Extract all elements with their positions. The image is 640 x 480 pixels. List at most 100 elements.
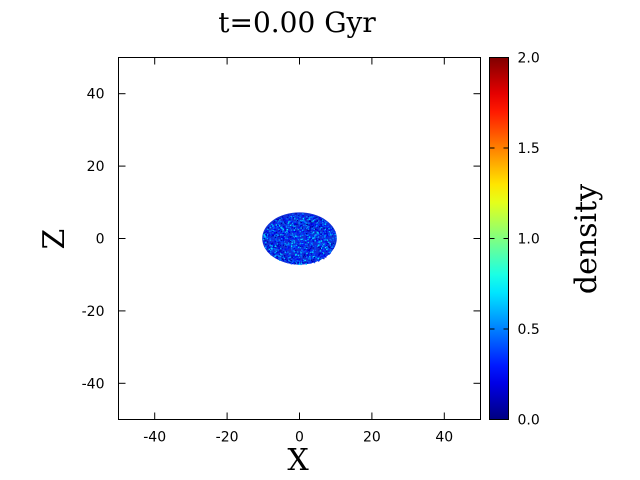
particle-point <box>273 227 275 230</box>
particle-point <box>302 250 304 252</box>
particle-point <box>309 258 311 261</box>
particle-point <box>283 244 285 246</box>
particle-point <box>280 221 282 223</box>
particle-point <box>292 222 294 225</box>
particle-point <box>323 224 325 226</box>
particle-point <box>324 244 326 246</box>
particle-point <box>291 221 293 223</box>
particle-point <box>268 237 270 239</box>
particle-point <box>313 237 315 239</box>
particle-point <box>286 248 289 250</box>
particle-point <box>290 243 292 245</box>
particle-point <box>276 253 279 255</box>
particle-point <box>312 231 314 234</box>
colorbar-ticks: 0.0 0.5 1.0 1.5 2.0 <box>489 51 540 429</box>
particle-point <box>293 229 296 231</box>
particle-point <box>291 255 293 257</box>
particle-point <box>275 235 278 237</box>
particle-point <box>280 231 282 233</box>
particle-point <box>300 252 302 254</box>
particle-point <box>309 227 311 229</box>
particle-point <box>284 243 286 245</box>
particle-point <box>278 254 280 256</box>
particle-point <box>311 251 314 253</box>
particle-point <box>329 232 331 234</box>
particle-point <box>280 236 283 238</box>
particle-point <box>291 256 293 258</box>
particle-point <box>309 233 311 235</box>
particle-point <box>267 228 269 230</box>
particle-point <box>316 220 319 222</box>
particle-point <box>263 238 265 241</box>
particle-point <box>288 243 290 245</box>
particle-point <box>277 226 279 229</box>
particle-point <box>273 222 275 225</box>
particle-point <box>331 228 333 230</box>
particle-point <box>282 228 284 231</box>
particle-point <box>302 224 305 226</box>
particle-point <box>268 238 270 240</box>
particle-point <box>310 221 312 223</box>
particle-point <box>301 240 303 242</box>
particle-point <box>285 257 287 259</box>
particle-point <box>273 245 275 247</box>
particle-point <box>305 224 308 226</box>
particle-point <box>315 217 317 219</box>
particle-point <box>317 236 320 238</box>
particle-point <box>295 233 297 235</box>
particle-point <box>319 227 322 229</box>
particle-point <box>327 247 329 249</box>
particle-point <box>281 220 283 223</box>
particle-point <box>297 228 299 230</box>
particle-point <box>296 215 298 218</box>
particle-point <box>298 263 300 265</box>
particle-point <box>301 232 303 234</box>
particle-point <box>288 259 290 261</box>
particle-point <box>290 240 292 243</box>
particle-point <box>300 221 302 223</box>
particle-point <box>294 251 296 253</box>
particle-point <box>322 250 324 252</box>
particle-point <box>263 235 265 237</box>
particle-point <box>298 230 301 232</box>
particle-point <box>315 221 317 223</box>
particle-point <box>308 250 311 253</box>
particle-point <box>324 249 327 251</box>
particle-point <box>276 224 278 226</box>
particle-point <box>301 248 303 251</box>
particle-point <box>303 253 305 256</box>
particle-point <box>293 240 295 242</box>
particle-point <box>265 247 268 249</box>
particle-point <box>285 233 287 235</box>
particle-point <box>323 250 325 252</box>
particle-point <box>283 257 286 260</box>
particle-point <box>303 224 305 226</box>
particle-point <box>266 245 268 247</box>
particle-point <box>303 239 306 241</box>
particle-point <box>313 258 315 261</box>
particle-point <box>280 237 283 240</box>
particle-point <box>329 244 332 246</box>
particle-point <box>325 241 327 244</box>
particle-point <box>330 234 332 236</box>
particle-point <box>325 246 328 248</box>
particle-point <box>275 237 277 240</box>
particle-point <box>276 240 278 242</box>
particle-point <box>312 219 314 222</box>
particle-point <box>304 225 306 227</box>
particle-point <box>289 227 291 229</box>
particle-point <box>333 231 335 234</box>
particle-point <box>318 253 321 256</box>
particle-point <box>316 222 318 224</box>
particle-point <box>278 223 280 226</box>
particle-point <box>305 243 307 246</box>
particle-point <box>300 254 302 256</box>
particle-point <box>319 247 321 250</box>
particle-point <box>284 255 286 257</box>
particle-point <box>320 246 322 248</box>
particle-point <box>319 218 321 220</box>
particle-point <box>312 236 314 238</box>
particle-point <box>321 255 323 258</box>
particle-point <box>285 250 287 252</box>
